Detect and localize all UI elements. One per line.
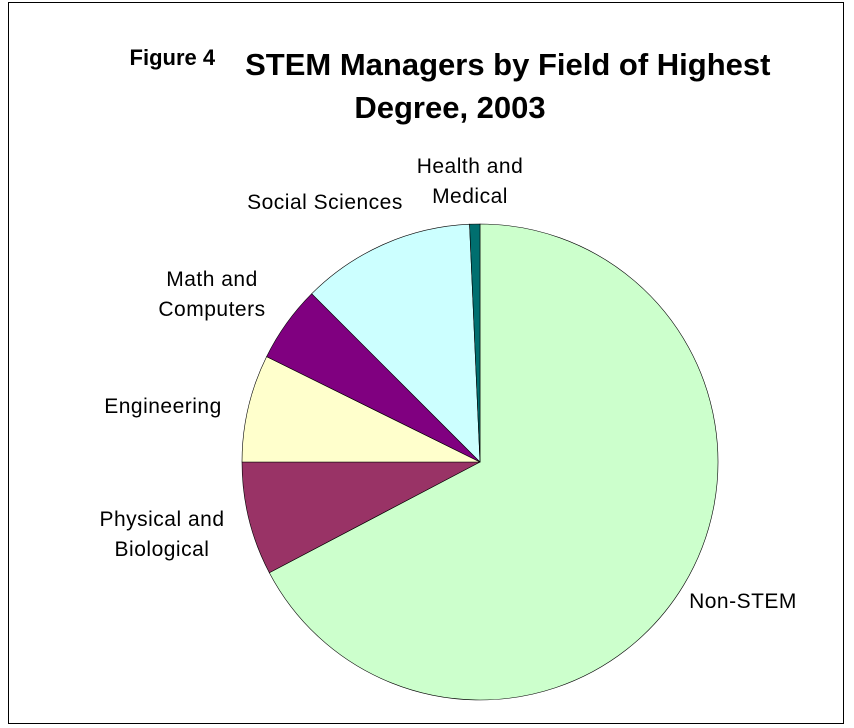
slice-label: Physical and Biological bbox=[99, 508, 225, 561]
pie-slice bbox=[268, 223, 719, 701]
chart-title: STEM Managers by Field of Highest Degree… bbox=[245, 47, 771, 125]
slice-label: Health and Medical bbox=[416, 155, 524, 208]
pie-slice bbox=[311, 223, 481, 463]
figure-label: Figure 4 bbox=[129, 45, 216, 70]
slice-label: Social Sciences bbox=[247, 191, 403, 214]
slice-label: Engineering bbox=[104, 395, 222, 418]
chart-title-block: Figure 4 STEM Managers by Field of Highes… bbox=[120, 36, 780, 129]
slice-label: Math and Computers bbox=[158, 268, 266, 321]
slice-label: Non-STEM bbox=[689, 590, 797, 613]
chart-frame bbox=[8, 2, 844, 724]
pie-slice bbox=[469, 223, 481, 463]
pie-slice bbox=[241, 356, 481, 463]
pie-slice bbox=[241, 461, 481, 574]
